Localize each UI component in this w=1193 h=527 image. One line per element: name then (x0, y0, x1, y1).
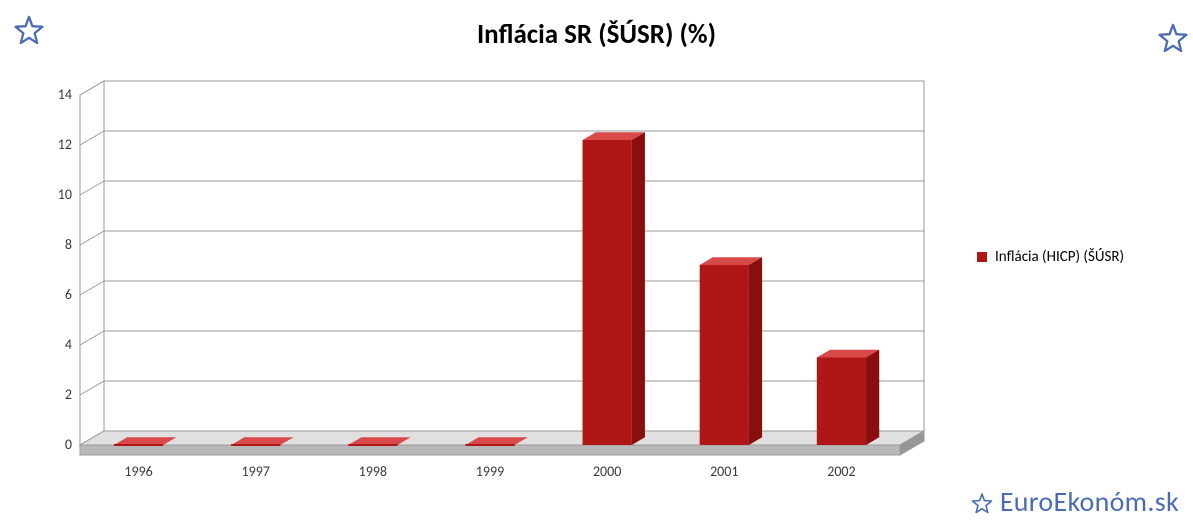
x-tick-label: 1998 (343, 463, 403, 480)
y-tick-label: 0 (40, 436, 72, 453)
y-tick-label: 2 (40, 386, 72, 403)
x-tick-label: 2000 (577, 463, 637, 480)
x-tick-label: 1996 (109, 463, 169, 480)
watermark: EuroEkonóm.sk (970, 484, 1179, 519)
y-tick-label: 12 (40, 136, 72, 153)
watermark-star-icon (970, 484, 994, 519)
legend: Inflácia (HICP) (ŠÚSR) (977, 248, 1124, 266)
y-tick-label: 14 (40, 86, 72, 103)
x-tick-label: 1997 (226, 463, 286, 480)
watermark-text: EuroEkonóm.sk (1000, 484, 1179, 519)
legend-swatch (977, 252, 987, 262)
legend-label: Inflácia (HICP) (ŠÚSR) (995, 248, 1124, 266)
y-tick-label: 8 (40, 236, 72, 253)
x-tick-label: 1999 (460, 463, 520, 480)
y-tick-label: 10 (40, 186, 72, 203)
y-tick-label: 4 (40, 336, 72, 353)
x-tick-label: 2002 (811, 463, 871, 480)
x-tick-label: 2001 (694, 463, 754, 480)
y-tick-label: 6 (40, 286, 72, 303)
